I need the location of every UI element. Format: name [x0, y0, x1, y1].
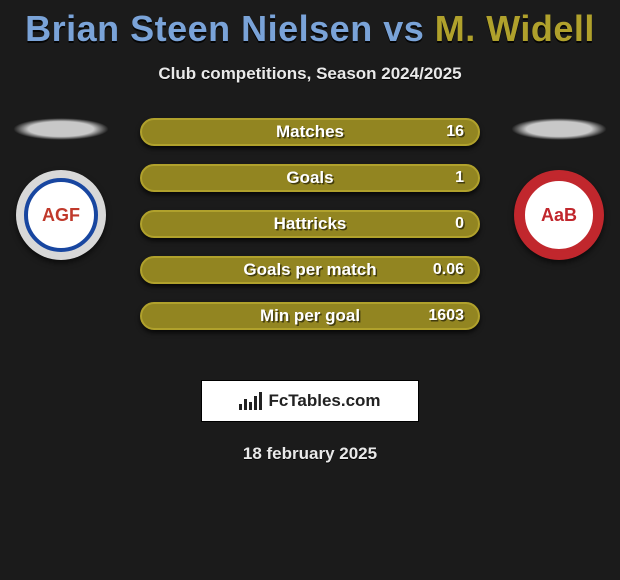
- vs-separator: vs: [373, 8, 435, 49]
- comparison-title: Brian Steen Nielsen vs M. Widell: [0, 0, 620, 50]
- stat-pill: Goals 1: [140, 164, 480, 192]
- stat-value-player2: 16: [446, 123, 464, 141]
- player2-name: M. Widell: [435, 8, 595, 49]
- subtitle: Club competitions, Season 2024/2025: [0, 64, 620, 84]
- player2-club-code: AaB: [522, 178, 596, 252]
- stat-value-player2: 0.06: [433, 261, 464, 279]
- player1-club-badge: AGF: [16, 170, 106, 260]
- stat-pill: Goals per match 0.06: [140, 256, 480, 284]
- stat-label: Matches: [276, 122, 344, 142]
- stat-value-player2: 1603: [428, 307, 464, 325]
- player2-club-badge: AaB: [514, 170, 604, 260]
- stat-pill: Min per goal 1603: [140, 302, 480, 330]
- player1-silhouette: [13, 118, 109, 140]
- player1-name: Brian Steen Nielsen: [25, 8, 373, 49]
- brand-text: FcTables.com: [268, 391, 380, 411]
- stat-label: Min per goal: [260, 306, 360, 326]
- player2-slot: AaB: [504, 118, 614, 260]
- stat-label: Goals: [286, 168, 333, 188]
- player1-slot: AGF: [6, 118, 116, 260]
- stat-pill-list: Matches 16 Goals 1 Hattricks 0 Goals per match…: [140, 118, 480, 330]
- snapshot-date: 18 february 2025: [0, 444, 620, 464]
- player2-silhouette: [511, 118, 607, 140]
- chart-icon: [239, 392, 262, 410]
- comparison-stage: AGF AaB Matches 16 Goals 1 Hattricks 0 Goals p…: [0, 118, 620, 358]
- brand-attribution[interactable]: FcTables.com: [201, 380, 419, 422]
- player1-club-code: AGF: [24, 178, 98, 252]
- stat-value-player2: 0: [455, 215, 464, 233]
- stat-pill: Hattricks 0: [140, 210, 480, 238]
- stat-label: Goals per match: [243, 260, 376, 280]
- stat-label: Hattricks: [274, 214, 347, 234]
- stat-pill: Matches 16: [140, 118, 480, 146]
- stat-value-player2: 1: [455, 169, 464, 187]
